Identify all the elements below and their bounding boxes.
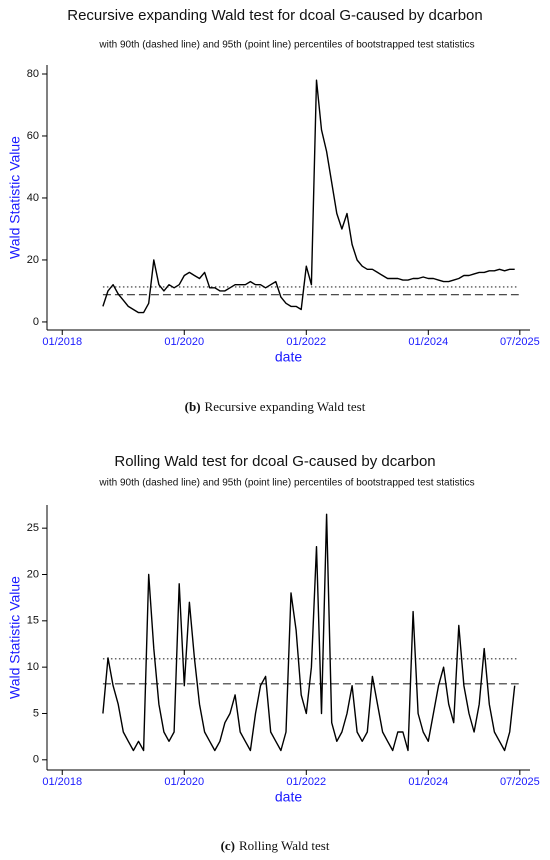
y-tick-label: 20 (27, 568, 39, 580)
y-tick-label: 60 (27, 130, 39, 142)
caption: (c) Rolling Wald test (221, 838, 330, 853)
x-tick-label: 01/2018 (42, 776, 82, 788)
x-axis-title: date (275, 789, 302, 805)
chart: Recursive expanding Wald test for dcoal … (7, 7, 540, 414)
caption-label: (b) (185, 399, 201, 414)
y-tick-label: 0 (33, 754, 39, 766)
data-line (102, 513, 516, 752)
x-tick-label: 01/2024 (408, 776, 448, 788)
y-tick-label: 0 (33, 316, 39, 328)
caption: (b) Recursive expanding Wald test (185, 399, 366, 414)
x-tick-label: 07/2025 (500, 776, 540, 788)
chart-subtitle: with 90th (dashed line) and 95th (point … (98, 40, 474, 51)
y-axis-title: Wald Statistic Value (7, 136, 23, 259)
x-tick-label: 01/2024 (408, 336, 448, 348)
caption-text: Recursive expanding Wald test (205, 399, 366, 414)
x-tick-label: 01/2018 (42, 336, 82, 348)
data-line (102, 79, 515, 314)
y-tick-label: 25 (27, 522, 39, 534)
caption-label: (c) (221, 838, 235, 853)
y-tick-label: 40 (27, 192, 39, 204)
x-tick-label: 07/2025 (500, 336, 540, 348)
chart-title: Recursive expanding Wald test for dcoal … (67, 7, 483, 24)
x-tick-label: 01/2020 (164, 776, 204, 788)
x-tick-label: 01/2022 (286, 776, 326, 788)
x-axis-title: date (275, 349, 302, 365)
x-tick-label: 01/2022 (286, 336, 326, 348)
chart-subtitle: with 90th (dashed line) and 95th (point … (98, 478, 474, 489)
y-tick-label: 15 (27, 615, 39, 627)
chart-title: Rolling Wald test for dcoal G-caused by … (114, 453, 435, 470)
y-tick-label: 10 (27, 661, 39, 673)
y-tick-label: 20 (27, 254, 39, 266)
x-tick-label: 01/2020 (164, 336, 204, 348)
chart: Rolling Wald test for dcoal G-caused by … (7, 453, 540, 853)
y-axis-title: Wald Statistic Value (7, 576, 23, 699)
y-tick-label: 80 (27, 68, 39, 80)
caption-text: Rolling Wald test (239, 838, 330, 853)
y-tick-label: 5 (33, 707, 39, 719)
